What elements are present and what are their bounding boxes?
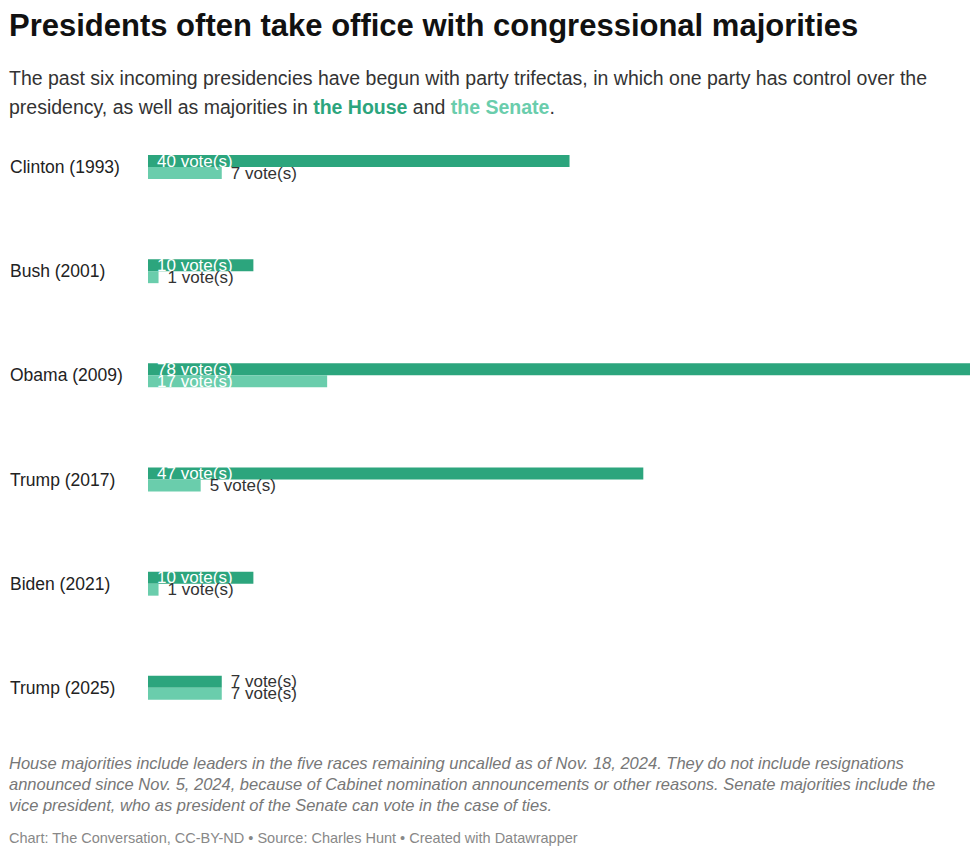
- svg-text:40 vote(s): 40 vote(s): [157, 152, 233, 171]
- svg-text:7 vote(s): 7 vote(s): [231, 684, 297, 703]
- svg-text:7 vote(s): 7 vote(s): [231, 164, 297, 183]
- html-text:House majorities include leade: House majorities include leaders in the …: [9, 754, 936, 814]
- svg-text:7 vote(s): 7 vote(s): [230, 672, 297, 692]
- svg-text:17 vote(s): 17 vote(s): [157, 372, 233, 391]
- svg-text:Trump (2025): Trump (2025): [10, 678, 115, 698]
- html-text:The past six incoming presiden: The past six incoming presidencies have …: [9, 67, 928, 118]
- svg-text:1 vote(s): 1 vote(s): [168, 580, 234, 599]
- svg-text:Biden (2021): Biden (2021): [10, 574, 110, 594]
- svg-text:Bush (2001): Bush (2001): [10, 261, 105, 281]
- svg-text:5 vote(s): 5 vote(s): [210, 476, 276, 495]
- svg-text:47 vote(s): 47 vote(s): [157, 464, 233, 483]
- svg-text:Obama (2009): Obama (2009): [10, 365, 123, 385]
- svg-text:1 vote(s): 1 vote(s): [168, 268, 234, 287]
- svg-text:Trump (2017): Trump (2017): [10, 470, 115, 490]
- html-text:Presidents often take office w: Presidents often take office with congre…: [9, 8, 859, 43]
- svg-text:Clinton (1993): Clinton (1993): [10, 157, 120, 177]
- html-text:Chart: The Conversation, CC-BY: Chart: The Conversation, CC-BY-ND • Sour…: [9, 830, 578, 846]
- svg-text:10 vote(s): 10 vote(s): [157, 255, 233, 275]
- svg-text:10 vote(s): 10 vote(s): [157, 568, 233, 588]
- svg-text:78 vote(s): 78 vote(s): [157, 359, 233, 379]
